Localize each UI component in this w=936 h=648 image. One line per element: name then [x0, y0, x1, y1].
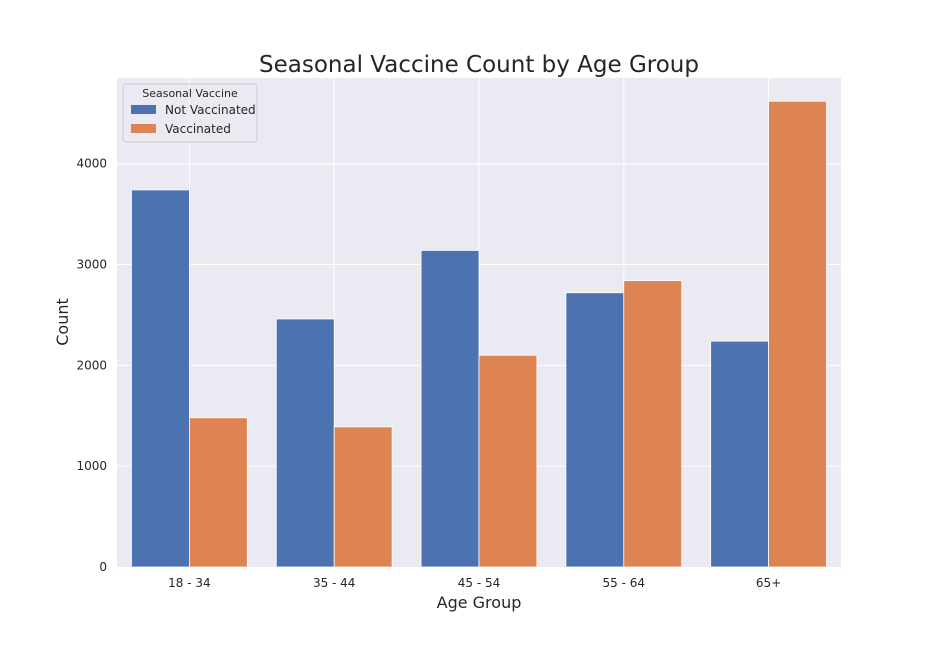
y-tick-label: 0 — [99, 560, 107, 574]
x-tick-label: 45 - 54 — [458, 576, 501, 590]
bar-vaccinated — [478, 354, 538, 568]
legend-label-not-vaccinated: Not Vaccinated — [165, 103, 256, 117]
legend-swatch-not-vaccinated — [131, 105, 156, 114]
bar-vaccinated — [333, 426, 393, 568]
bar-not-vaccinated — [420, 250, 480, 568]
legend: Seasonal Vaccine Not Vaccinated Vaccinat… — [122, 83, 258, 143]
chart-title: Seasonal Vaccine Count by Age Group — [259, 52, 699, 78]
bars — [131, 100, 827, 568]
y-tick-label: 1000 — [76, 459, 107, 473]
bar-vaccinated — [188, 417, 248, 568]
legend-swatch-vaccinated — [131, 124, 156, 133]
y-tick-labels: 0 1000 2000 3000 4000 — [76, 157, 107, 574]
bar-not-vaccinated — [710, 340, 769, 568]
y-tick-label: 4000 — [76, 157, 107, 171]
bar-vaccinated — [768, 100, 827, 568]
x-tick-label: 65+ — [756, 576, 781, 590]
bar-not-vaccinated — [131, 189, 190, 568]
y-axis-title: Count — [53, 298, 72, 346]
bar-vaccinated — [623, 280, 683, 568]
y-tick-label: 2000 — [76, 358, 107, 372]
x-tick-label: 55 - 64 — [603, 576, 646, 590]
x-tick-label: 18 - 34 — [168, 576, 211, 590]
legend-title: Seasonal Vaccine — [142, 87, 238, 100]
x-axis-title: Age Group — [437, 593, 522, 612]
x-tick-label: 35 - 44 — [313, 576, 356, 590]
bar-not-vaccinated — [565, 292, 625, 568]
legend-label-vaccinated: Vaccinated — [165, 122, 231, 136]
y-tick-label: 3000 — [76, 258, 107, 272]
bar-not-vaccinated — [275, 318, 335, 568]
x-tick-labels: 18 - 34 35 - 44 45 - 54 55 - 64 65+ — [168, 576, 781, 590]
legend-box — [122, 83, 258, 143]
